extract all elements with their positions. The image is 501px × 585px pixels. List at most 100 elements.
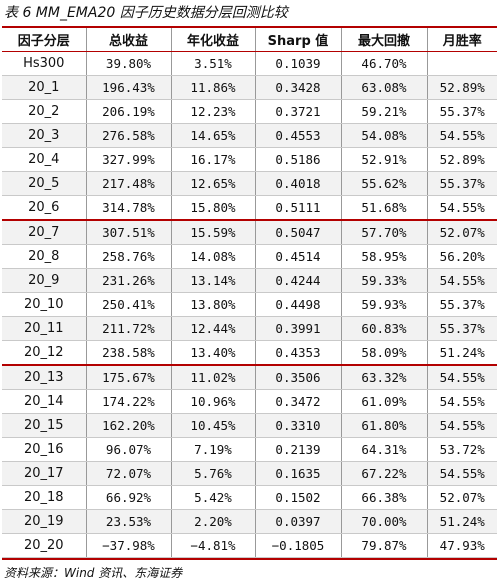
max-drawdown-cell: 52.91% bbox=[341, 147, 428, 172]
table-row: 20_18 66.92% 5.42% 0.1502 66.38% 52.07% bbox=[2, 485, 497, 510]
monthly-win-rate-cell: 56.20% bbox=[427, 244, 497, 269]
layer-cell: 20_14 bbox=[2, 389, 87, 414]
monthly-win-rate-cell: 54.55% bbox=[427, 461, 497, 486]
monthly-win-rate-cell: 52.89% bbox=[427, 75, 497, 100]
layer-cell: 20_18 bbox=[2, 485, 87, 510]
total-return-cell: 276.58% bbox=[86, 123, 172, 148]
annual-return-cell: 12.65% bbox=[171, 171, 256, 196]
monthly-win-rate-cell: 51.24% bbox=[427, 340, 497, 366]
annual-return-cell: −4.81% bbox=[171, 533, 256, 558]
layer-cell: 20_6 bbox=[2, 195, 87, 221]
layer-cell: 20_19 bbox=[2, 509, 87, 534]
layer-cell: 20_20 bbox=[2, 533, 87, 558]
total-return-cell: 238.58% bbox=[86, 340, 172, 366]
annual-return-cell: 12.44% bbox=[171, 316, 256, 341]
table-row: 20_2 206.19% 12.23% 0.3721 59.21% 55.37% bbox=[2, 99, 497, 124]
annual-return-cell: 10.45% bbox=[171, 413, 256, 438]
sharpe-cell: 0.1635 bbox=[255, 461, 342, 486]
total-return-cell: 206.19% bbox=[86, 99, 172, 124]
layer-cell: 20_15 bbox=[2, 413, 87, 438]
total-return-cell: 211.72% bbox=[86, 316, 172, 341]
total-return-cell: 174.22% bbox=[86, 389, 172, 414]
table-row: 20_20 −37.98% −4.81% −0.1805 79.87% 47.93% bbox=[2, 533, 497, 558]
max-drawdown-cell: 58.95% bbox=[341, 244, 428, 269]
annual-return-cell: 10.96% bbox=[171, 389, 256, 414]
annual-return-cell: 15.80% bbox=[171, 195, 256, 221]
layer-cell: 20_16 bbox=[2, 437, 87, 462]
annual-return-cell: 3.51% bbox=[171, 51, 256, 76]
table-row: 20_5 217.48% 12.65% 0.4018 55.62% 55.37% bbox=[2, 171, 497, 196]
backtest-table-container: 因子分层 总收益 年化收益 Sharp 值 最大回撤 月胜率 Hs300 39.8… bbox=[2, 26, 497, 560]
table-row: 20_12 238.58% 13.40% 0.4353 58.09% 51.24% bbox=[2, 340, 497, 366]
sharpe-cell: 0.1039 bbox=[255, 51, 342, 76]
table-row: 20_9 231.26% 13.14% 0.4244 59.33% 54.55% bbox=[2, 268, 497, 293]
annual-return-cell: 12.23% bbox=[171, 99, 256, 124]
annual-return-cell: 14.65% bbox=[171, 123, 256, 148]
total-return-cell: 217.48% bbox=[86, 171, 172, 196]
max-drawdown-cell: 63.32% bbox=[341, 364, 428, 390]
total-return-cell: 23.53% bbox=[86, 509, 172, 534]
table-row: 20_10 250.41% 13.80% 0.4498 59.93% 55.37% bbox=[2, 292, 497, 317]
max-drawdown-cell: 70.00% bbox=[341, 509, 428, 534]
max-drawdown-cell: 57.70% bbox=[341, 219, 428, 245]
total-return-cell: 162.20% bbox=[86, 413, 172, 438]
annual-return-cell: 13.14% bbox=[171, 268, 256, 293]
backtest-table: 因子分层 总收益 年化收益 Sharp 值 最大回撤 月胜率 Hs300 39.8… bbox=[2, 28, 497, 558]
table-row: 20_17 72.07% 5.76% 0.1635 67.22% 54.55% bbox=[2, 461, 497, 486]
max-drawdown-cell: 66.38% bbox=[341, 485, 428, 510]
layer-cell: 20_17 bbox=[2, 461, 87, 486]
monthly-win-rate-cell: 55.37% bbox=[427, 99, 497, 124]
monthly-win-rate-cell: 54.55% bbox=[427, 123, 497, 148]
source-note: 资料来源：Wind 资讯、东海证券 bbox=[4, 566, 183, 580]
sharpe-cell: 0.3310 bbox=[255, 413, 342, 438]
layer-cell: 20_2 bbox=[2, 99, 87, 124]
annual-return-cell: 5.76% bbox=[171, 461, 256, 486]
total-return-cell: 96.07% bbox=[86, 437, 172, 462]
monthly-win-rate-cell: 54.55% bbox=[427, 413, 497, 438]
max-drawdown-cell: 67.22% bbox=[341, 461, 428, 486]
monthly-win-rate-cell: 52.89% bbox=[427, 147, 497, 172]
annual-return-cell: 2.20% bbox=[171, 509, 256, 534]
max-drawdown-cell: 59.93% bbox=[341, 292, 428, 317]
total-return-cell: 231.26% bbox=[86, 268, 172, 293]
annual-return-cell: 7.19% bbox=[171, 437, 256, 462]
total-return-cell: 314.78% bbox=[86, 195, 172, 221]
max-drawdown-cell: 46.70% bbox=[341, 51, 428, 76]
annual-return-cell: 11.02% bbox=[171, 364, 256, 390]
annual-return-cell: 16.17% bbox=[171, 147, 256, 172]
layer-cell: 20_8 bbox=[2, 244, 87, 269]
sharpe-cell: 0.2139 bbox=[255, 437, 342, 462]
layer-cell: 20_13 bbox=[2, 364, 87, 390]
sharpe-cell: 0.3991 bbox=[255, 316, 342, 341]
sharpe-cell: 0.4018 bbox=[255, 171, 342, 196]
sharpe-cell: 0.4498 bbox=[255, 292, 342, 317]
monthly-win-rate-cell: 51.24% bbox=[427, 509, 497, 534]
table-row: 20_19 23.53% 2.20% 0.0397 70.00% 51.24% bbox=[2, 509, 497, 534]
monthly-win-rate-cell: 55.37% bbox=[427, 292, 497, 317]
max-drawdown-cell: 58.09% bbox=[341, 340, 428, 366]
total-return-cell: 39.80% bbox=[86, 51, 172, 76]
table-row: 20_14 174.22% 10.96% 0.3472 61.09% 54.55% bbox=[2, 389, 497, 414]
total-return-cell: 307.51% bbox=[86, 219, 172, 245]
total-return-cell: 72.07% bbox=[86, 461, 172, 486]
sharpe-cell: 0.4244 bbox=[255, 268, 342, 293]
sharpe-cell: 0.5047 bbox=[255, 219, 342, 245]
layer-cell: 20_4 bbox=[2, 147, 87, 172]
table-row: Hs300 39.80% 3.51% 0.1039 46.70% bbox=[2, 51, 497, 76]
max-drawdown-cell: 63.08% bbox=[341, 75, 428, 100]
sharpe-cell: 0.4553 bbox=[255, 123, 342, 148]
max-drawdown-cell: 54.08% bbox=[341, 123, 428, 148]
total-return-cell: 66.92% bbox=[86, 485, 172, 510]
sharpe-cell: 0.5111 bbox=[255, 195, 342, 221]
total-return-cell: −37.98% bbox=[86, 533, 172, 558]
table-row: 20_15 162.20% 10.45% 0.3310 61.80% 54.55% bbox=[2, 413, 497, 438]
annual-return-cell: 5.42% bbox=[171, 485, 256, 510]
layer-cell: 20_1 bbox=[2, 75, 87, 100]
max-drawdown-cell: 61.80% bbox=[341, 413, 428, 438]
header-total-return: 总收益 bbox=[86, 28, 172, 52]
monthly-win-rate-cell: 54.55% bbox=[427, 389, 497, 414]
sharpe-cell: 0.1502 bbox=[255, 485, 342, 510]
monthly-win-rate-cell: 52.07% bbox=[427, 219, 497, 245]
header-monthly-win-rate: 月胜率 bbox=[427, 28, 497, 52]
table-row: 20_4 327.99% 16.17% 0.5186 52.91% 52.89% bbox=[2, 147, 497, 172]
